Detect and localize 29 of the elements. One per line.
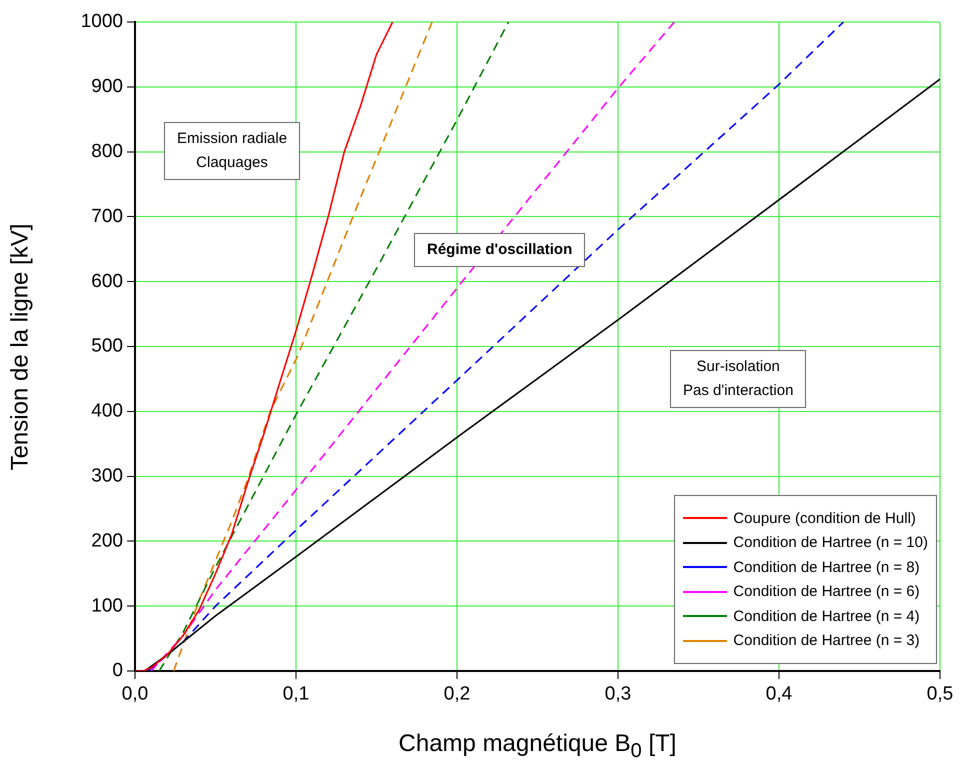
x-tick-label: 0,1 xyxy=(282,684,310,705)
x-tick-label: 0,2 xyxy=(444,684,470,705)
legend-label: Condition de Hartree (n = 6) xyxy=(733,583,920,600)
legend-label: Condition de Hartree (n = 10) xyxy=(733,534,928,552)
y-tick-label: 600 xyxy=(91,270,123,292)
y-tick-label: 200 xyxy=(91,530,123,552)
y-axis-title: Tension de la ligne [kV] xyxy=(6,223,34,470)
x-tick-label: 0,4 xyxy=(766,684,793,705)
annotation: Emission radiale Claquages xyxy=(164,122,300,180)
y-tick-label: 900 xyxy=(91,76,123,98)
y-tick-label: 100 xyxy=(91,595,123,616)
y-tick-label: 400 xyxy=(91,400,123,422)
y-tick-label: 800 xyxy=(91,141,123,162)
y-tick-label: 0 xyxy=(112,660,123,682)
annotation: Régime d'oscillation xyxy=(414,233,586,267)
legend-label: Coupure (condition de Hull) xyxy=(733,510,916,527)
y-tick-label: 500 xyxy=(91,336,123,357)
y-tick-label: 300 xyxy=(91,466,123,487)
x-axis-title: Champ magnétique B$_{0}$ [T] xyxy=(398,730,678,763)
y-tick-label: 700 xyxy=(91,206,123,227)
y-tick-label: 1000 xyxy=(80,11,123,32)
annotation: Sur-isolation Pas d'interaction xyxy=(670,350,806,408)
legend-label: Condition de Hartree (n = 3) xyxy=(733,632,920,650)
legend-label: Condition de Hartree (n = 4) xyxy=(733,608,920,625)
line-series xyxy=(150,22,676,671)
x-tick-label: 0,0 xyxy=(122,684,148,705)
legend-label: Condition de Hartree (n = 8) xyxy=(733,558,920,576)
x-tick-label: 0,5 xyxy=(926,684,954,705)
x-tick-label: 0,3 xyxy=(604,684,632,705)
